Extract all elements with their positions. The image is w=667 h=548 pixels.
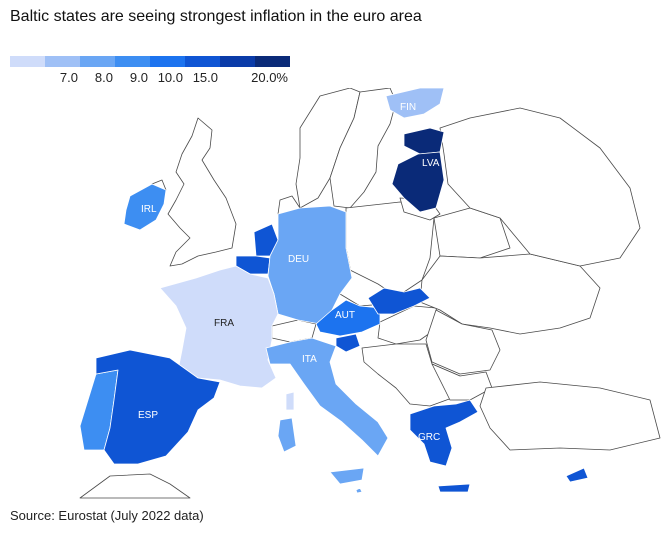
label-irl: IRL	[141, 204, 157, 215]
country-fin[interactable]	[385, 88, 445, 119]
country-irl[interactable]	[123, 183, 167, 231]
country-cyp[interactable]	[565, 467, 589, 483]
legend-swatch	[220, 56, 255, 67]
legend-label: 8.0	[94, 70, 113, 85]
label-deu: DEU	[288, 254, 309, 265]
island-sicily[interactable]	[329, 467, 365, 485]
island-crete[interactable]	[437, 483, 471, 493]
legend-labels: 7.0 8.0 9.0 10.0 15.0 20.0%	[10, 69, 290, 87]
source-note: Source: Eurostat (July 2022 data)	[10, 508, 204, 523]
country-aut[interactable]	[315, 299, 381, 337]
legend-swatch	[115, 56, 150, 67]
label-fra: FRA	[214, 318, 234, 329]
legend-swatch	[45, 56, 80, 67]
legend-swatch	[255, 56, 290, 67]
chart-title: Baltic states are seeing strongest infla…	[10, 8, 422, 25]
country-gbr	[167, 117, 237, 267]
legend-swatch	[10, 56, 45, 67]
label-ita: ITA	[302, 354, 317, 365]
country-svn[interactable]	[335, 333, 361, 353]
label-esp: ESP	[138, 410, 158, 421]
country-africa	[79, 473, 191, 499]
legend: 7.0 8.0 9.0 10.0 15.0 20.0%	[10, 56, 290, 87]
country-mlt[interactable]	[355, 487, 363, 494]
country-grc[interactable]	[409, 399, 479, 467]
country-rou	[425, 309, 501, 375]
country-esp[interactable]	[95, 349, 221, 465]
country-svk[interactable]	[367, 287, 431, 315]
country-lva[interactable]	[391, 151, 445, 213]
label-aut: AUT	[335, 310, 355, 321]
legend-swatch	[80, 56, 115, 67]
legend-swatch	[185, 56, 220, 67]
label-grc: GRC	[418, 432, 440, 443]
europe-map: FIN LVA IRL DEU FRA AUT ITA ESP GRC	[79, 88, 661, 499]
country-rus	[439, 107, 641, 267]
country-tur	[479, 381, 661, 451]
country-ita[interactable]	[265, 337, 389, 457]
island-sardinia[interactable]	[277, 417, 297, 453]
legend-label: 9.0	[129, 70, 148, 85]
label-lva: LVA	[422, 158, 440, 169]
label-fin: FIN	[400, 102, 416, 113]
legend-label: 10.0	[157, 70, 183, 85]
country-fra[interactable]	[159, 265, 279, 389]
country-balkans	[361, 343, 461, 407]
legend-swatch	[150, 56, 185, 67]
country-est[interactable]	[403, 127, 445, 155]
legend-label: 15.0	[192, 70, 218, 85]
island-corsica[interactable]	[285, 391, 295, 411]
legend-label: 7.0	[59, 70, 78, 85]
legend-color-bar	[10, 56, 290, 67]
legend-label: 20.0%	[251, 70, 288, 85]
country-ukr	[419, 253, 601, 335]
